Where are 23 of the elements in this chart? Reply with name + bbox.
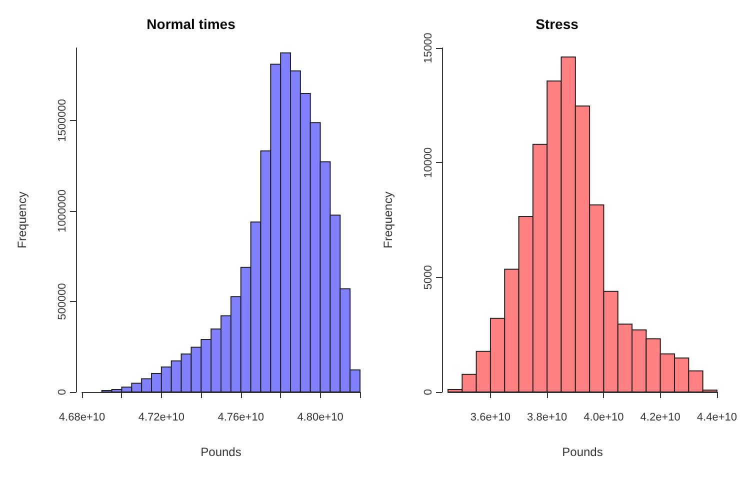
x-tick-label: 4.4e+10 bbox=[696, 412, 738, 424]
y-tick-label: 500000 bbox=[56, 283, 68, 320]
chart-title: Stress bbox=[536, 16, 579, 32]
y-tick-label: 0 bbox=[56, 388, 68, 396]
y-tick-label: 1000000 bbox=[56, 190, 68, 232]
y-tick-label: 1500000 bbox=[56, 99, 68, 142]
y-tick-label: 0 bbox=[422, 388, 434, 396]
y-tick-label: 15000 bbox=[422, 32, 434, 64]
x-tick-label: 4.76e+10 bbox=[218, 412, 264, 424]
x-tick-label: 4.2e+10 bbox=[640, 412, 680, 424]
x-axis-title: Pounds bbox=[200, 445, 242, 459]
y-tick-label: 10000 bbox=[422, 147, 434, 178]
x-tick-label: 3.8e+10 bbox=[527, 412, 568, 424]
x-tick-label: 4.80e+10 bbox=[297, 412, 344, 424]
x-tick-label: 4.72e+10 bbox=[138, 412, 185, 424]
x-tick-label: 4.0e+10 bbox=[584, 412, 624, 424]
chart-title: Normal times bbox=[146, 16, 236, 32]
y-axis-title: Frequency bbox=[381, 192, 395, 248]
x-axis-title: Pounds bbox=[562, 445, 603, 459]
x-tick-label: 3.6e+10 bbox=[470, 412, 511, 424]
y-tick-label: 5000 bbox=[422, 265, 434, 290]
y-axis-title: Frequency bbox=[15, 192, 29, 248]
x-tick-label: 4.68e+10 bbox=[58, 412, 106, 424]
